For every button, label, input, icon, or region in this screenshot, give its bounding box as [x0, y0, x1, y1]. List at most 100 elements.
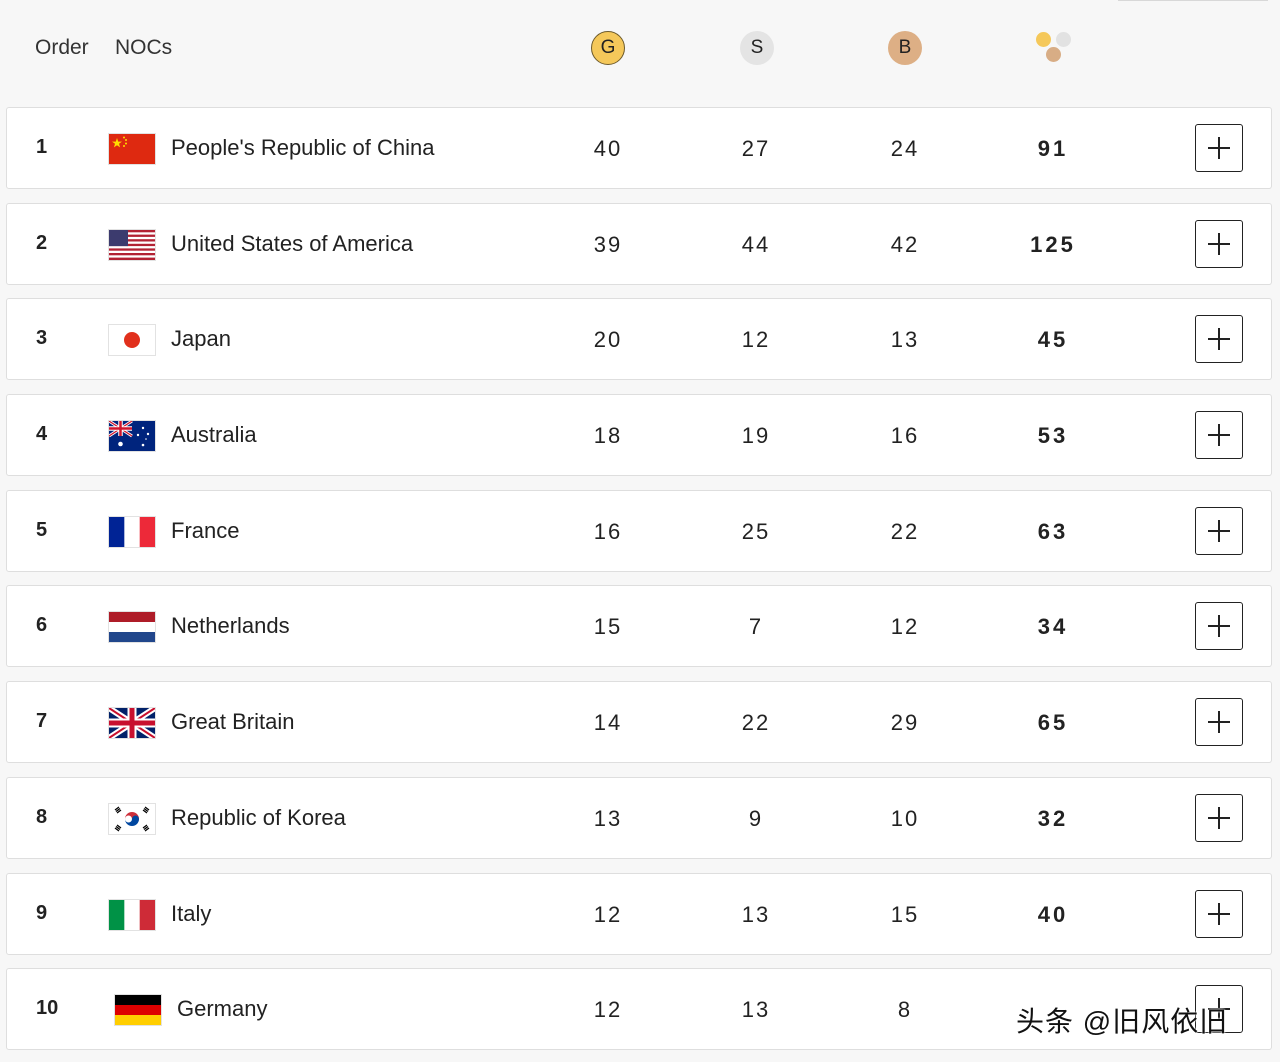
gold-count: 39 [593, 232, 623, 257]
bronze-count: 22 [890, 519, 920, 544]
great-britain-flag-icon [109, 708, 155, 738]
total-count: 65 [1037, 710, 1069, 735]
silver-count: 13 [741, 902, 771, 927]
rank: 2 [36, 232, 48, 254]
rank: 6 [36, 614, 48, 636]
plus-icon-vertical [1218, 137, 1220, 159]
gold-count: 18 [593, 423, 623, 448]
rank: 9 [36, 902, 48, 924]
bronze-count: 24 [890, 136, 920, 161]
plus-icon-vertical [1218, 615, 1220, 637]
country-name[interactable]: Republic of Korea [171, 805, 346, 830]
country-name[interactable]: Italy [171, 901, 212, 926]
bronze-count: 8 [897, 997, 913, 1022]
country-name[interactable]: United States of America [171, 231, 414, 256]
plus-icon-vertical [1218, 807, 1220, 829]
table-row[interactable]: 4 Australia 18 19 16 53 [6, 394, 1272, 476]
silver-count: 19 [741, 423, 771, 448]
gold-count: 12 [593, 997, 623, 1022]
country-name[interactable]: France [171, 518, 240, 543]
korea-flag-icon [109, 804, 155, 834]
plus-icon-vertical [1218, 520, 1220, 542]
expand-button[interactable] [1195, 220, 1243, 268]
silver-medal-label: S [750, 37, 764, 58]
bronze-medal-header[interactable]: B [888, 31, 922, 65]
silver-count: 12 [741, 327, 771, 352]
gold-medal-header[interactable]: G [591, 31, 625, 65]
table-row[interactable]: 3 Japan 20 12 13 45 [6, 298, 1272, 380]
bronze-count: 12 [890, 614, 920, 639]
gold-dot [1036, 32, 1051, 47]
bronze-count: 16 [890, 423, 920, 448]
table-row[interactable]: 9 Italy 12 13 15 40 [6, 873, 1272, 955]
country-name[interactable]: Germany [177, 996, 268, 1021]
watermark: 头条 @旧风依旧 [1016, 1006, 1229, 1037]
table-row[interactable]: 2 United States of America 39 44 42 125 [6, 203, 1272, 285]
table-row[interactable]: 10 Germany 12 13 8 [6, 968, 1272, 1050]
germany-flag-icon [115, 995, 161, 1025]
silver-count: 7 [748, 614, 764, 639]
table-row[interactable]: 1 People's Republic of China 40 27 24 91 [6, 107, 1272, 189]
gold-count: 40 [593, 136, 623, 161]
rank: 7 [36, 710, 48, 732]
rank: 8 [36, 806, 48, 828]
bronze-count: 10 [890, 806, 920, 831]
silver-count: 13 [741, 997, 771, 1022]
silver-medal-header[interactable]: S [740, 31, 774, 65]
expand-button[interactable] [1195, 698, 1243, 746]
gold-count: 20 [593, 327, 623, 352]
gold-count: 12 [593, 902, 623, 927]
header-nocs[interactable]: NOCs [115, 36, 173, 59]
country-name[interactable]: Japan [171, 326, 231, 351]
bronze-dot [1046, 47, 1061, 62]
bronze-count: 29 [890, 710, 920, 735]
table-row[interactable]: 8 Republic of Korea 13 9 10 32 [6, 777, 1272, 859]
country-name[interactable]: Netherlands [171, 613, 290, 638]
table-row[interactable]: 6 Netherlands 15 7 12 34 [6, 585, 1272, 667]
medals-total-icon[interactable] [1035, 32, 1075, 66]
plus-icon-vertical [1218, 328, 1220, 350]
expand-button[interactable] [1195, 890, 1243, 938]
total-count: 32 [1037, 806, 1069, 831]
gold-count: 16 [593, 519, 623, 544]
silver-count: 27 [741, 136, 771, 161]
expand-button[interactable] [1195, 507, 1243, 555]
total-count: 45 [1037, 327, 1069, 352]
table-row[interactable]: 7 Great Britain 14 22 29 65 [6, 681, 1272, 763]
country-name[interactable]: People's Republic of China [171, 135, 435, 160]
netherlands-flag-icon [109, 612, 155, 642]
australia-flag-icon [109, 421, 155, 451]
bronze-count: 42 [890, 232, 920, 257]
expand-button[interactable] [1195, 794, 1243, 842]
expand-button[interactable] [1195, 124, 1243, 172]
bronze-count: 13 [890, 327, 920, 352]
japan-flag-icon [109, 325, 155, 355]
header-order[interactable]: Order [35, 36, 89, 59]
total-count: 63 [1037, 519, 1069, 544]
top-divider [1118, 0, 1268, 1]
plus-icon-vertical [1218, 424, 1220, 446]
expand-button[interactable] [1195, 315, 1243, 363]
plus-icon-vertical [1218, 711, 1220, 733]
expand-button[interactable] [1195, 411, 1243, 459]
expand-button[interactable] [1195, 602, 1243, 650]
table-row[interactable]: 5 France 16 25 22 63 [6, 490, 1272, 572]
rank: 3 [36, 327, 48, 349]
country-name[interactable]: Australia [171, 422, 257, 447]
silver-count: 22 [741, 710, 771, 735]
gold-count: 13 [593, 806, 623, 831]
usa-flag-icon [109, 230, 155, 260]
total-count: 53 [1037, 423, 1069, 448]
expand-button[interactable] [1195, 985, 1243, 1033]
rank: 5 [36, 519, 48, 541]
rank: 4 [36, 423, 48, 445]
total-count: 40 [1037, 902, 1069, 927]
bronze-count: 15 [890, 902, 920, 927]
country-name[interactable]: Great Britain [171, 709, 295, 734]
total-count: 34 [1037, 614, 1069, 639]
silver-count: 25 [741, 519, 771, 544]
bronze-medal-label: B [898, 37, 912, 58]
gold-count: 15 [593, 614, 623, 639]
table-header: Order NOCs G S B [0, 0, 1280, 96]
